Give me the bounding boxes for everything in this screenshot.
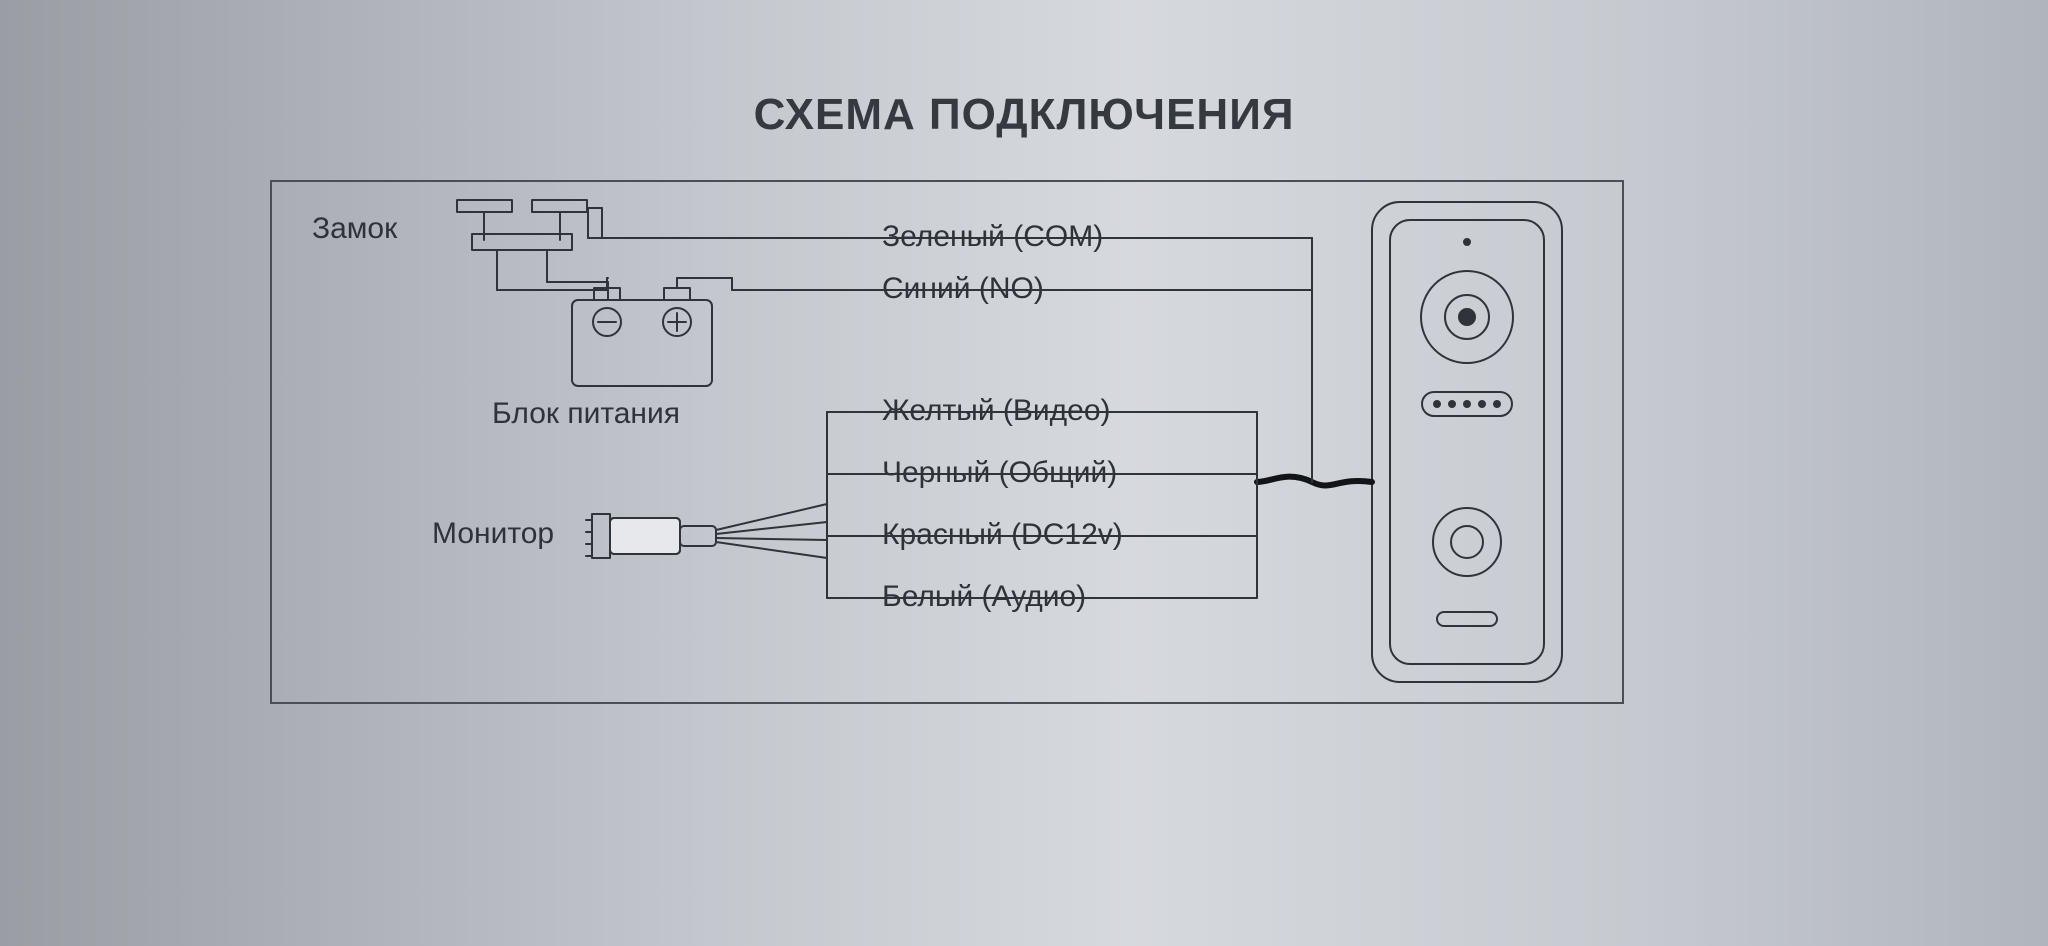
wire-green-label: Зеленый (COM) (882, 220, 1103, 254)
monitor-label: Монитор (432, 517, 554, 551)
diagram-title: СХЕМА ПОДКЛЮЧЕНИЯ (0, 90, 2048, 140)
wire-black-label: Черный (Общий) (882, 456, 1117, 490)
panel-cable (1257, 477, 1372, 486)
diagram-frame: Замок Блок питания Монитор Зеленый (COM)… (270, 180, 1624, 704)
monitor-connector-icon (586, 412, 827, 598)
door-panel-icon (1372, 202, 1562, 682)
wire-yellow-label: Желтый (Видео) (882, 394, 1111, 428)
psu-label: Блок питания (492, 397, 680, 431)
wire-white-label: Белый (Аудио) (882, 580, 1086, 614)
lock-icon (457, 200, 587, 274)
wire-red-label: Красный (DC12v) (882, 518, 1123, 552)
wiring-svg (272, 182, 1622, 702)
wire-blue-label: Синий (NO) (882, 272, 1044, 306)
psu-icon (572, 288, 712, 386)
lock-label: Замок (312, 212, 397, 246)
